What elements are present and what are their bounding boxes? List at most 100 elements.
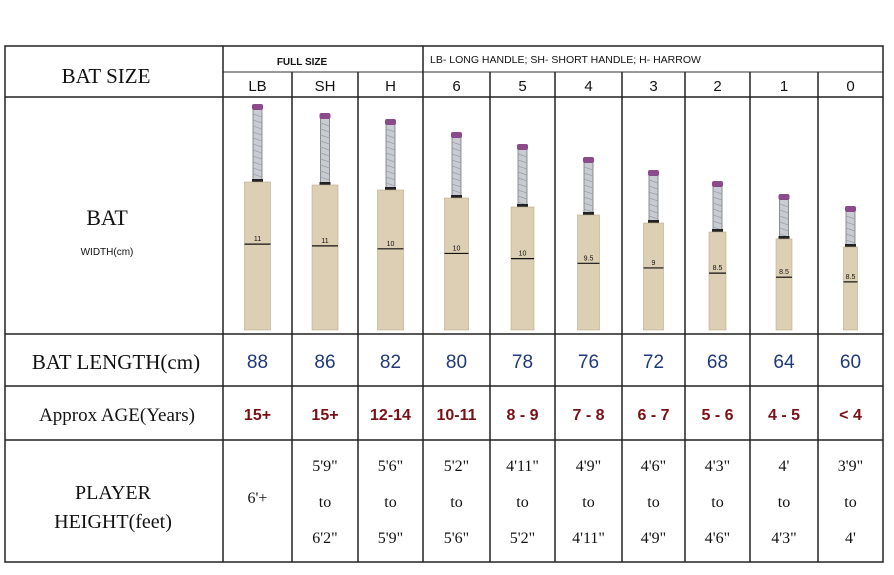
grip-wrap	[451, 141, 462, 146]
bat-length-value: 64	[773, 352, 795, 373]
bat-row-header: BAT	[86, 205, 128, 230]
bat-width-value: 10	[453, 245, 461, 252]
grip-wrap	[320, 152, 330, 157]
grip-wrap	[252, 173, 263, 178]
bat-blade	[843, 246, 858, 331]
grip-wrap	[779, 221, 789, 226]
height-to: 4'6"	[705, 530, 730, 547]
grip-wrap	[320, 164, 330, 169]
bat-width-value: 9	[652, 260, 656, 267]
grip-wrap	[648, 203, 659, 208]
grip-wrap	[648, 197, 659, 202]
bat-length-value: 86	[314, 352, 335, 373]
bat-length-value: 82	[380, 352, 401, 373]
grip-wrap	[252, 143, 263, 148]
bat-grip	[320, 116, 330, 186]
bat-shoulder	[252, 179, 263, 183]
bat-shoulder	[319, 182, 331, 186]
bat-size-row-header: BAT SIZE	[62, 64, 151, 88]
bat-width-value: 8.5	[846, 274, 856, 281]
height-to: 5'6"	[444, 530, 469, 547]
grip-wrap	[517, 189, 528, 194]
bat-shoulder	[451, 195, 462, 199]
bat-shoulder	[583, 212, 594, 216]
size-legend: LB- LONG HANDLE; SH- SHORT HANDLE; H- HA…	[430, 54, 701, 66]
bat-blade	[444, 197, 469, 331]
bat-cap	[252, 104, 263, 110]
bat-cap	[517, 144, 528, 150]
grip-wrap	[252, 155, 263, 160]
bat-width-label: WIDTH(cm)	[81, 247, 134, 258]
grip-wrap	[583, 190, 594, 195]
height-to: 5'2"	[510, 530, 535, 547]
grip-wrap	[451, 153, 462, 158]
height-to: 5'9"	[378, 530, 403, 547]
grip-wrap	[648, 209, 659, 214]
grip-wrap	[252, 131, 263, 136]
grip-wrap	[320, 134, 330, 139]
height-to-word: to	[844, 494, 856, 511]
grip-wrap	[385, 158, 396, 163]
grip-wrap	[583, 166, 594, 171]
bat-cap	[385, 119, 396, 125]
grip-wrap	[517, 171, 528, 176]
bat-grip	[712, 184, 723, 233]
bat-blade	[643, 222, 664, 331]
grip-wrap	[385, 164, 396, 169]
grip-wrap	[845, 227, 856, 232]
grip-wrap	[385, 140, 396, 145]
grip-wrap	[252, 149, 263, 154]
bat-blade	[775, 238, 793, 331]
bat-blade	[510, 206, 535, 331]
grip-wrap	[517, 177, 528, 182]
grip-wrap	[385, 152, 396, 157]
age-row-header: Approx AGE(Years)	[39, 405, 195, 426]
bat-blade	[311, 184, 339, 331]
bat-cap	[845, 206, 856, 212]
bat-length-value: 60	[840, 352, 861, 373]
height-to-word: to	[582, 494, 594, 511]
grip-wrap	[583, 178, 594, 183]
bat-width-value: 11	[254, 236, 261, 243]
height-to-word: to	[711, 494, 723, 511]
bat-shoulder	[385, 187, 396, 191]
bat-icon	[708, 181, 727, 331]
grip-wrap	[320, 146, 330, 151]
grip-wrap	[252, 161, 263, 166]
size-header-SH: SH	[315, 78, 336, 95]
grip-wrap	[648, 191, 659, 196]
grip-wrap	[712, 208, 723, 213]
grip-wrap	[583, 202, 594, 207]
grip-wrap	[451, 147, 462, 152]
age-value: 8 - 9	[506, 407, 538, 424]
height-to-word: to	[778, 494, 790, 511]
age-value: 5 - 6	[701, 407, 733, 424]
grip-wrap	[451, 171, 462, 176]
bat-blade	[708, 231, 727, 331]
grip-wrap	[712, 214, 723, 219]
bat-width-value: 11	[321, 238, 328, 245]
size-header-4: 4	[584, 78, 592, 95]
bat-icon	[311, 113, 339, 331]
height-to: 4'3"	[771, 530, 796, 547]
grip-wrap	[385, 170, 396, 175]
height-to-word: to	[450, 494, 462, 511]
grip-wrap	[583, 196, 594, 201]
height-from: 5'9"	[312, 458, 337, 475]
bat-width-value: 8.5	[779, 269, 789, 276]
bat-icon	[577, 157, 600, 331]
grip-wrap	[712, 196, 723, 201]
grip-wrap	[320, 140, 330, 145]
bat-length-value: 80	[446, 352, 467, 373]
height-from: 4'3"	[705, 458, 730, 475]
grip-wrap	[583, 184, 594, 189]
bat-width-value: 10	[387, 241, 395, 248]
bat-shoulder	[778, 236, 790, 240]
bat-cap	[712, 181, 723, 187]
size-header-1: 1	[780, 78, 788, 95]
height-to-word: to	[647, 494, 659, 511]
grip-wrap	[779, 209, 789, 214]
height-from: 3'9"	[838, 458, 863, 475]
bat-length-value: 72	[643, 352, 664, 373]
